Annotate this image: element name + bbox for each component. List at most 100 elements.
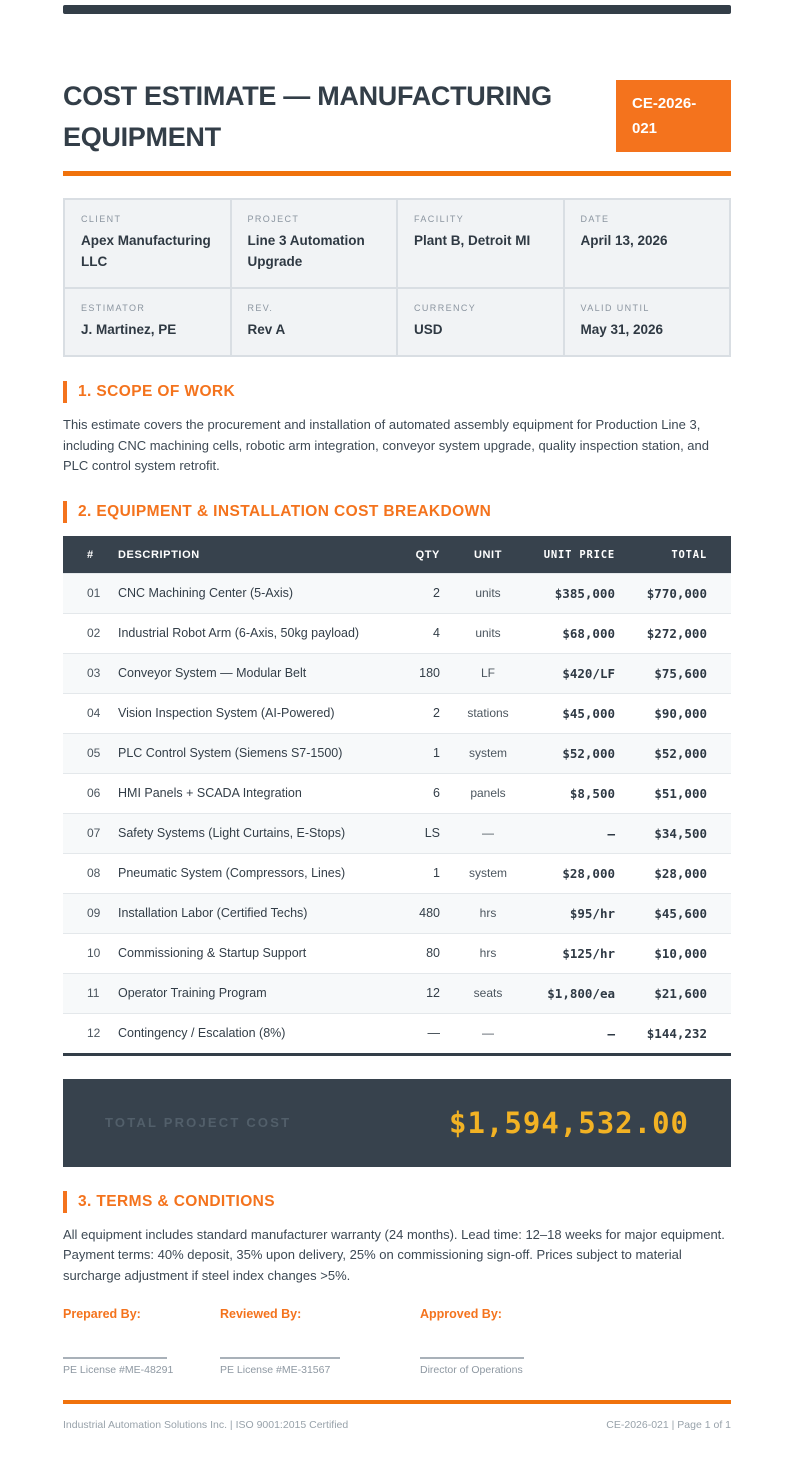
cell-qty: 180 [375, 652, 440, 693]
cell-unit: — [440, 1012, 536, 1054]
signature-block: Prepared By: PE License #ME-48291 [63, 1307, 220, 1376]
cell-unit-price: $28,000 [536, 852, 615, 893]
cell-unit-price: $95/hr [536, 892, 615, 933]
cell-qty: 1 [375, 732, 440, 773]
cell-unit: — [440, 812, 536, 853]
signature-line [63, 1357, 167, 1359]
meta-cell: VALID UNTIL May 31, 2026 [563, 288, 730, 356]
cell-line-number: 05 [63, 732, 118, 773]
cell-unit-price: $52,000 [536, 732, 615, 773]
cell-unit: units [440, 572, 536, 613]
cell-qty: 480 [375, 892, 440, 933]
meta-label: FACILITY [414, 214, 465, 224]
signature-title: Reviewed By: [220, 1307, 302, 1321]
cell-line-number: 01 [63, 572, 118, 613]
table-row: 05 PLC Control System (Siemens S7-1500) … [63, 732, 731, 773]
cell-qty: 6 [375, 772, 440, 813]
footer-page-info: CE-2026-021 | Page 1 of 1 [606, 1419, 731, 1431]
cell-total: $90,000 [615, 692, 731, 733]
cell-total: $75,600 [615, 652, 731, 693]
cell-line-number: 08 [63, 852, 118, 893]
cell-total: $34,500 [615, 812, 731, 853]
cell-total: $144,232 [615, 1012, 731, 1054]
meta-value: USD [414, 322, 443, 337]
cell-unit: stations [440, 692, 536, 733]
signature-title: Approved By: [420, 1307, 502, 1321]
cell-unit-price: – [536, 812, 615, 853]
table-row: 01 CNC Machining Center (5-Axis) 2 units… [63, 572, 731, 613]
document-header: COST ESTIMATE — MANUFACTURING EQUIPMENT … [63, 76, 731, 158]
meta-value: April 13, 2026 [580, 233, 668, 248]
signature-block: Reviewed By: PE License #ME-31567 [220, 1307, 420, 1376]
cell-unit: hrs [440, 892, 536, 933]
cell-unit: LF [440, 652, 536, 693]
table-row: 12 Contingency / Escalation (8%) — — – $… [63, 1012, 731, 1054]
cell-qty: — [375, 1012, 440, 1054]
cell-total: $28,000 [615, 852, 731, 893]
cell-unit-price: $8,500 [536, 772, 615, 813]
meta-value: Line 3 Automation Upgrade [247, 233, 365, 269]
section-heading-terms: 3. TERMS & CONDITIONS [63, 1190, 731, 1213]
footer-rule [63, 1400, 731, 1404]
cell-description: Conveyor System — Modular Belt [118, 652, 375, 693]
cell-description: CNC Machining Center (5-Axis) [118, 572, 375, 613]
signature-caption: Director of Operations [420, 1364, 523, 1376]
cell-description: Commissioning & Startup Support [118, 932, 375, 973]
cell-qty: 12 [375, 972, 440, 1013]
cell-description: Contingency / Escalation (8%) [118, 1012, 375, 1054]
cell-qty: 2 [375, 572, 440, 613]
total-amount: $1,594,532.00 [449, 1105, 689, 1140]
cell-total: $21,600 [615, 972, 731, 1013]
cell-qty: LS [375, 812, 440, 853]
meta-label: CLIENT [81, 214, 122, 224]
table-row: 06 HMI Panels + SCADA Integration 6 pane… [63, 772, 731, 813]
signature-caption: PE License #ME-48291 [63, 1364, 174, 1376]
cell-line-number: 11 [63, 972, 118, 1013]
total-project-cost-bar: TOTAL PROJECT COST $1,594,532.00 [63, 1078, 731, 1167]
meta-label: PROJECT [247, 214, 300, 224]
signature-row: Prepared By: PE License #ME-48291 Review… [63, 1307, 731, 1376]
page-title: COST ESTIMATE — MANUFACTURING EQUIPMENT [63, 81, 552, 152]
col-header-qty: QTY [375, 535, 440, 573]
meta-cell: PROJECT Line 3 Automation Upgrade [230, 199, 397, 288]
col-header-total: TOTAL [615, 535, 731, 573]
cell-line-number: 04 [63, 692, 118, 733]
meta-cell: DATE April 13, 2026 [563, 199, 730, 288]
cell-unit: seats [440, 972, 536, 1013]
meta-label: REV. [247, 303, 274, 313]
cell-unit-price: $1,800/ea [536, 972, 615, 1013]
cell-description: Pneumatic System (Compressors, Lines) [118, 852, 375, 893]
meta-cell: REV. Rev A [230, 288, 397, 356]
table-row: 02 Industrial Robot Arm (6-Axis, 50kg pa… [63, 612, 731, 653]
signature-caption: PE License #ME-31567 [220, 1364, 331, 1376]
meta-label: VALID UNTIL [580, 303, 650, 313]
terms-and-conditions-text: All equipment includes standard manufact… [63, 1226, 725, 1283]
table-row: 10 Commissioning & Startup Support 80 hr… [63, 932, 731, 973]
meta-label: CURRENCY [414, 303, 477, 313]
col-header-num: # [63, 535, 118, 573]
meta-cell: CURRENCY USD [397, 288, 564, 356]
header-rule [63, 171, 731, 176]
table-row: 04 Vision Inspection System (AI-Powered)… [63, 692, 731, 733]
cell-line-number: 12 [63, 1012, 118, 1054]
cell-qty: 1 [375, 852, 440, 893]
cell-total: $10,000 [615, 932, 731, 973]
cell-description: PLC Control System (Siemens S7-1500) [118, 732, 375, 773]
page-footer: Industrial Automation Solutions Inc. | I… [63, 1419, 731, 1431]
cell-line-number: 07 [63, 812, 118, 853]
cell-total: $52,000 [615, 732, 731, 773]
meta-value: Rev A [247, 322, 286, 337]
cell-unit: panels [440, 772, 536, 813]
meta-value: Plant B, Detroit MI [414, 233, 531, 248]
cell-unit-price: $45,000 [536, 692, 615, 733]
footer-company-info: Industrial Automation Solutions Inc. | I… [63, 1419, 349, 1431]
table-row: 07 Safety Systems (Light Curtains, E-Sto… [63, 812, 731, 853]
signature-block: Approved By: Director of Operations [420, 1307, 590, 1376]
cell-description: Vision Inspection System (AI-Powered) [118, 692, 375, 733]
cell-line-number: 09 [63, 892, 118, 933]
meta-cell: FACILITY Plant B, Detroit MI [397, 199, 564, 288]
meta-value: Apex Manufacturing LLC [81, 233, 211, 269]
table-row: 09 Installation Labor (Certified Techs) … [63, 892, 731, 933]
cell-description: Operator Training Program [118, 972, 375, 1013]
